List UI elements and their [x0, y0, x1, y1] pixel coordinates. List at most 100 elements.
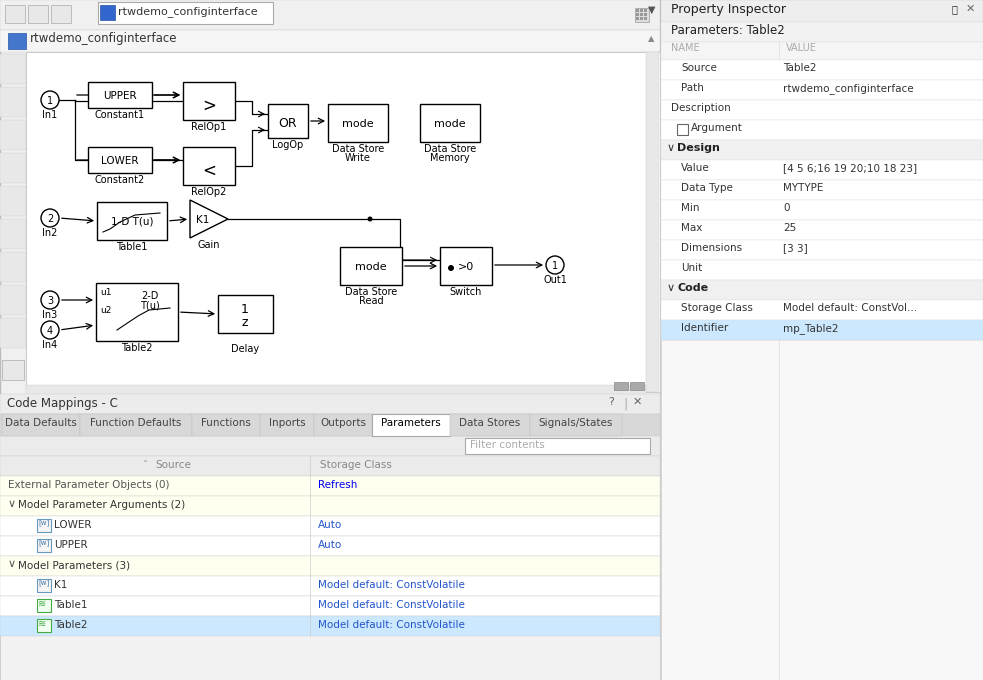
Text: Table2: Table2	[54, 620, 87, 630]
Text: Model Parameters (3): Model Parameters (3)	[18, 560, 130, 570]
Text: Unit: Unit	[681, 263, 702, 273]
Text: Argument: Argument	[691, 123, 743, 133]
Text: Write: Write	[345, 153, 371, 163]
Circle shape	[448, 265, 454, 271]
Text: Table1: Table1	[54, 600, 87, 610]
Text: Model Parameter Arguments (2): Model Parameter Arguments (2)	[18, 500, 185, 510]
Text: External Parameter Objects (0): External Parameter Objects (0)	[8, 480, 169, 490]
Text: 25: 25	[783, 223, 796, 233]
Text: Switch: Switch	[450, 287, 483, 297]
Bar	[0, 516, 660, 536]
Bar	[0, 394, 660, 680]
Text: In1: In1	[42, 110, 58, 120]
Text: 2: 2	[47, 214, 53, 224]
Text: Auto: Auto	[318, 540, 342, 550]
Bar	[640, 9, 643, 12]
Text: 1: 1	[47, 96, 53, 106]
Bar	[636, 9, 639, 12]
Text: Constant1: Constant1	[95, 110, 145, 120]
Text: Parameters: Table2: Parameters: Table2	[671, 24, 784, 37]
Bar	[661, 320, 983, 340]
Bar	[644, 13, 647, 16]
Bar	[328, 104, 388, 142]
Text: mp_Table2: mp_Table2	[783, 323, 838, 334]
Bar	[661, 22, 983, 42]
Polygon shape	[190, 200, 228, 238]
Bar	[0, 30, 660, 52]
Bar	[183, 147, 235, 185]
Bar	[100, 5, 115, 20]
Bar	[5, 5, 25, 23]
Bar	[2, 414, 80, 436]
Text: NAME: NAME	[671, 43, 700, 53]
Bar	[0, 616, 660, 636]
Text: rtwdemo_configinterface: rtwdemo_configinterface	[783, 83, 913, 94]
Circle shape	[368, 216, 373, 222]
Text: ∨: ∨	[667, 143, 675, 153]
Text: Code: Code	[677, 283, 708, 293]
Bar	[98, 2, 273, 24]
Bar	[0, 87, 26, 117]
Bar	[96, 283, 178, 341]
Bar	[640, 17, 643, 20]
Circle shape	[41, 321, 59, 339]
Text: Min: Min	[681, 203, 700, 213]
Bar	[0, 120, 26, 150]
Bar	[0, 153, 26, 183]
Text: 0: 0	[783, 203, 789, 213]
Bar	[661, 180, 983, 200]
Text: Data Defaults: Data Defaults	[5, 418, 77, 428]
Text: Design: Design	[677, 143, 720, 153]
Bar	[26, 385, 646, 395]
Text: Model default: ConstVolatile: Model default: ConstVolatile	[318, 600, 465, 610]
Bar	[0, 596, 660, 616]
Text: [w]: [w]	[38, 539, 49, 546]
Bar	[661, 0, 983, 22]
Bar	[0, 394, 660, 414]
Text: z: z	[242, 316, 249, 329]
Text: UPPER: UPPER	[103, 91, 137, 101]
Text: Parameters: Parameters	[381, 418, 440, 428]
Bar	[661, 120, 983, 140]
Text: MYTYPE: MYTYPE	[783, 183, 824, 193]
Text: Signals/States: Signals/States	[539, 418, 613, 428]
Text: Value: Value	[681, 163, 710, 173]
Text: Data Stores: Data Stores	[459, 418, 521, 428]
Text: Outports: Outports	[320, 418, 366, 428]
Text: 📌: 📌	[952, 4, 957, 14]
Bar	[218, 295, 273, 333]
Text: Data Store: Data Store	[332, 144, 384, 154]
Text: Data Store: Data Store	[345, 287, 397, 297]
Bar	[0, 556, 660, 576]
Text: Dimensions: Dimensions	[681, 243, 742, 253]
Bar	[0, 0, 660, 680]
Text: Data Type: Data Type	[681, 183, 733, 193]
Bar	[37, 579, 51, 592]
Bar	[644, 17, 647, 20]
Text: rtwdemo_configinterface: rtwdemo_configinterface	[30, 32, 178, 45]
Bar	[192, 414, 260, 436]
Text: u1: u1	[100, 288, 111, 297]
Text: 1-D T(u): 1-D T(u)	[111, 217, 153, 227]
Bar	[37, 619, 51, 632]
Text: |: |	[623, 397, 627, 410]
Text: >0: >0	[458, 262, 474, 272]
Text: >: >	[202, 97, 216, 115]
Bar	[0, 186, 26, 216]
Text: Constant2: Constant2	[95, 175, 145, 185]
Text: 1: 1	[241, 303, 249, 316]
Text: Property Inspector: Property Inspector	[671, 3, 786, 16]
Bar	[661, 280, 983, 300]
Bar	[0, 436, 660, 456]
Text: ▼: ▼	[648, 5, 656, 15]
Bar	[661, 200, 983, 220]
Text: In3: In3	[42, 310, 58, 320]
Text: 4: 4	[47, 326, 53, 336]
Bar	[88, 147, 152, 173]
Text: <: <	[202, 162, 216, 180]
Text: Storage Class: Storage Class	[681, 303, 753, 313]
Bar	[465, 438, 650, 454]
Bar	[661, 240, 983, 260]
Text: LogOp: LogOp	[272, 140, 304, 150]
Text: ∨: ∨	[667, 283, 675, 293]
